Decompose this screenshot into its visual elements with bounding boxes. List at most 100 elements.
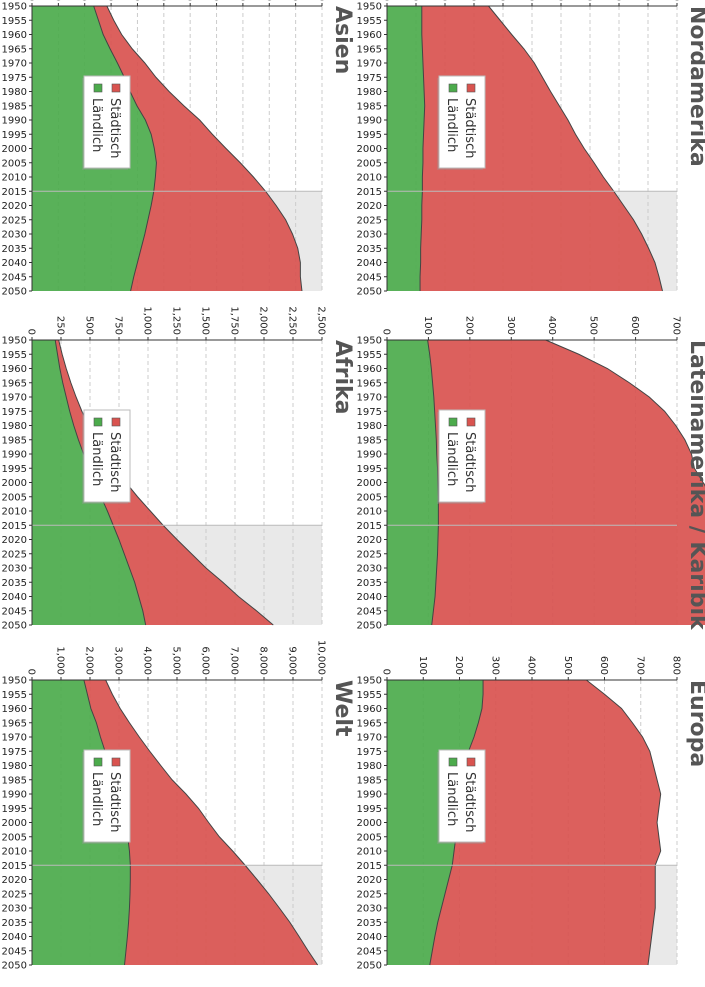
y-tick-label: 0 xyxy=(381,0,392,1)
y-tick-label: 100 xyxy=(422,316,433,335)
series-line-total xyxy=(545,339,705,626)
y-tick-label: 0 xyxy=(26,0,37,1)
x-tick-label: 1970 xyxy=(357,733,382,744)
x-tick-label: 2010 xyxy=(2,507,27,518)
x-tick-label: 2000 xyxy=(357,478,382,489)
chart-panel: 1950 1955 1960 1965 1970 1975 1980 1985 1990 1995… xyxy=(2,640,355,972)
y-tick-label: 2,000 xyxy=(258,306,269,335)
x-tick-label: 1970 xyxy=(2,59,27,70)
x-tick-label: 1990 xyxy=(357,450,382,461)
y-tick-label: 350 xyxy=(584,0,595,1)
y-tick-label: 2,000 xyxy=(84,646,95,675)
x-tick-label: 2025 xyxy=(2,889,27,900)
x-tick-label: 2000 xyxy=(357,144,382,155)
chart-panel: 1950 1955 1960 1965 1970 1975 1980 1985 1990 1995… xyxy=(357,0,705,298)
x-tick-label: 2045 xyxy=(2,272,27,283)
x-tick-label: 1960 xyxy=(357,364,382,375)
x-tick-label: 1950 xyxy=(2,676,27,687)
x-tick-label: 1970 xyxy=(357,393,382,404)
legend-swatch-urban xyxy=(466,83,476,93)
legend-label-urban: Städtisch xyxy=(462,772,477,832)
legend-label-urban: Städtisch xyxy=(462,98,477,158)
y-tick-label: 600 xyxy=(629,316,640,335)
x-tick-label: 1950 xyxy=(2,2,27,13)
x-tick-label: 2045 xyxy=(357,606,382,617)
series-line-total xyxy=(106,5,303,292)
y-tick-label: 3,000 xyxy=(184,0,195,1)
y-tick-label: 1,500 xyxy=(105,0,116,1)
x-tick-label: 2035 xyxy=(2,578,27,589)
x-tick-label: 2000 xyxy=(2,818,27,829)
x-tick-label: 1985 xyxy=(357,775,382,786)
x-tick-label: 2020 xyxy=(2,201,27,212)
x-tick-label: 1995 xyxy=(2,130,27,141)
y-tick-label: 2,000 xyxy=(131,0,142,1)
x-tick-label: 1985 xyxy=(357,101,382,112)
y-tick-label: 1,250 xyxy=(171,306,182,335)
legend-label-rural: Ländlich xyxy=(89,432,104,486)
y-tick-label: 50 xyxy=(410,0,421,1)
x-tick-label: 2035 xyxy=(2,244,27,255)
x-tick-label: 1980 xyxy=(357,421,382,432)
x-tick-label: 1985 xyxy=(2,775,27,786)
x-tick-label: 1975 xyxy=(2,407,27,418)
chart-panel: 1950 1955 1960 1965 1970 1975 1980 1985 1990 1995… xyxy=(2,306,355,631)
legend-label-urban: Städtisch xyxy=(107,98,122,158)
x-tick-label: 1960 xyxy=(2,364,27,375)
legend-label-rural: Ländlich xyxy=(89,772,104,826)
x-tick-label: 2030 xyxy=(357,564,382,575)
x-tick-label: 1980 xyxy=(2,761,27,772)
chart-title: Lateinamerika / Karibik xyxy=(685,340,705,631)
x-tick-label: 1975 xyxy=(2,747,27,758)
x-tick-label: 1990 xyxy=(357,116,382,127)
x-tick-label: 1950 xyxy=(357,336,382,347)
series-line-rural xyxy=(427,339,439,626)
series-area-urban xyxy=(83,680,318,965)
x-tick-label: 2015 xyxy=(357,521,382,532)
x-tick-label: 2010 xyxy=(357,173,382,184)
x-tick-label: 1985 xyxy=(2,101,27,112)
chart-panel: 1950 1955 1960 1965 1970 1975 1980 1985 1990 1995… xyxy=(357,316,705,632)
y-tick-label: 5,000 xyxy=(289,0,300,1)
y-tick-label: 300 xyxy=(555,0,566,1)
x-tick-label: 1980 xyxy=(2,87,27,98)
y-tick-label: 5,500 xyxy=(316,0,327,1)
x-tick-label: 2015 xyxy=(2,521,27,532)
legend-swatch-urban xyxy=(111,757,121,767)
chart-title: Afrika xyxy=(330,340,355,414)
x-tick-label: 1950 xyxy=(357,2,382,13)
x-tick-label: 2025 xyxy=(357,549,382,560)
x-tick-label: 1970 xyxy=(2,733,27,744)
legend-label-rural: Ländlich xyxy=(89,98,104,152)
x-tick-label: 2040 xyxy=(357,592,382,603)
y-tick-label: 1,000 xyxy=(55,646,66,675)
x-tick-label: 1965 xyxy=(357,718,382,729)
y-tick-label: 0 xyxy=(381,669,392,675)
legend-label-rural: Ländlich xyxy=(444,98,459,152)
legend-label-rural: Ländlich xyxy=(444,432,459,486)
legend-swatch-rural xyxy=(448,83,458,93)
y-tick-label: 100 xyxy=(417,656,428,675)
y-tick-label: 700 xyxy=(671,316,682,335)
x-tick-label: 2015 xyxy=(357,187,382,198)
y-tick-label: 3,500 xyxy=(210,0,221,1)
legend-label-urban: Städtisch xyxy=(107,432,122,492)
y-tick-label: 150 xyxy=(468,0,479,1)
x-tick-label: 2030 xyxy=(357,230,382,241)
series-line-rural xyxy=(419,6,426,291)
y-tick-label: 250 xyxy=(526,0,537,1)
x-tick-label: 2040 xyxy=(357,258,382,269)
y-tick-label: 2,250 xyxy=(287,306,298,335)
y-tick-label: 4,000 xyxy=(142,646,153,675)
series-line-rural xyxy=(93,5,157,292)
x-tick-label: 2020 xyxy=(357,875,382,886)
x-tick-label: 2005 xyxy=(357,832,382,843)
x-tick-label: 1990 xyxy=(2,790,27,801)
y-tick-label: 5,000 xyxy=(171,646,182,675)
y-tick-label: 3,000 xyxy=(113,646,124,675)
y-tick-label: 8,000 xyxy=(258,646,269,675)
x-tick-label: 1960 xyxy=(2,30,27,41)
